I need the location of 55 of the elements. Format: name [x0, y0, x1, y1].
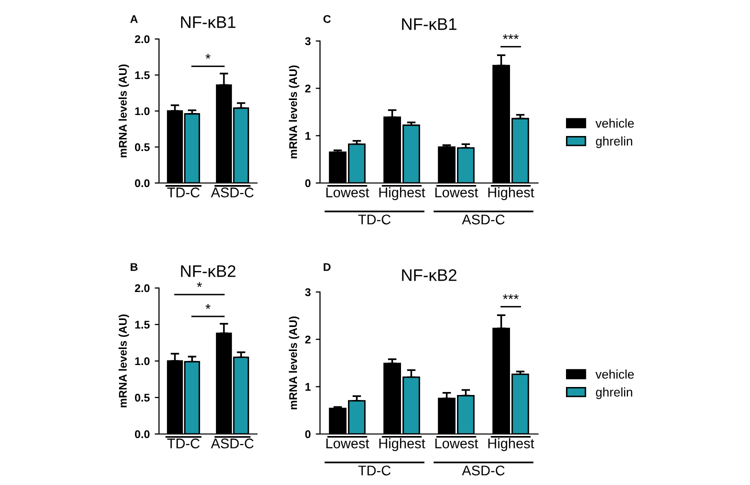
x-tick-label: Lowest — [435, 188, 478, 198]
x-tick-label: Lowest — [326, 438, 370, 448]
text: D — [324, 263, 331, 271]
x-tick-label: ASD-C — [210, 188, 254, 198]
text: A — [130, 15, 138, 23]
y-tick-label: 3 — [305, 288, 311, 296]
legend-label: vehicle — [595, 370, 634, 379]
chart-title: NF-κB1 — [181, 16, 236, 28]
x-tick-label: Lowest — [435, 438, 478, 448]
chart-title: NF-κB2 — [402, 269, 456, 281]
y-tick-label: 2 — [305, 84, 311, 92]
y-tick-label: 0.0 — [134, 179, 150, 188]
x-tick-label: Highest — [488, 187, 534, 200]
x-tick-label: Highest — [379, 187, 426, 200]
y-axis-title: mRNA levels (AU) — [118, 64, 129, 158]
text: TD-C — [358, 466, 391, 476]
chart-title: NF-κB1 — [402, 18, 456, 30]
annotation: *** — [502, 294, 519, 300]
y-tick-label: 1.5 — [135, 320, 150, 329]
legend-label: ghrelin — [596, 136, 632, 148]
y-tick-label: 0 — [305, 430, 311, 438]
x-tick-label: Lowest — [326, 188, 370, 198]
text: TD-C — [358, 214, 391, 224]
legend-label: vehicle — [595, 118, 634, 128]
y-tick-label: 2 — [305, 336, 311, 344]
y-axis-title: mRNA levels (AU) — [118, 314, 129, 408]
text: * — [196, 282, 202, 288]
y-tick-label: 1.0 — [135, 107, 150, 116]
annotation: * — [206, 54, 210, 59]
y-axis-title: mRNA levels (AU) — [288, 316, 300, 410]
legend-label: ghrelin — [596, 387, 632, 400]
y-axis-title: mRNA levels (AU) — [288, 66, 300, 158]
x-tick-label: Highest — [379, 438, 426, 452]
y-tick-label: 1 — [305, 383, 311, 391]
y-tick-label: 1 — [305, 132, 311, 140]
x-tick-label: TD-C — [167, 438, 200, 448]
y-tick-label: 0.5 — [134, 143, 150, 152]
annotation: * — [206, 304, 210, 309]
text: ASD-C — [462, 214, 505, 224]
y-tick-label: 2.0 — [134, 35, 150, 44]
x-tick-label: ASD-C — [210, 438, 254, 448]
text: ASD-C — [462, 466, 505, 476]
y-tick-label: 2.0 — [134, 284, 150, 292]
y-tick-label: 1.0 — [135, 357, 150, 366]
text: B — [130, 263, 138, 271]
y-tick-label: 0.5 — [134, 394, 150, 402]
y-tick-label: 0 — [305, 179, 311, 188]
chart-title: NF-κB2 — [181, 265, 236, 277]
y-tick-label: 0.0 — [134, 430, 150, 438]
x-tick-label: TD-C — [167, 188, 200, 198]
x-tick-label: Highest — [488, 438, 534, 452]
text: *** — [502, 34, 519, 40]
y-tick-label: 3 — [305, 37, 311, 46]
y-tick-label: 1.5 — [135, 71, 150, 80]
text: C — [323, 15, 331, 23]
